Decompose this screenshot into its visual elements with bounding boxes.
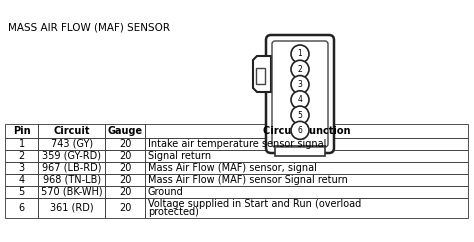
Text: Gauge: Gauge bbox=[108, 126, 143, 136]
Text: Intake air temperature sensor signal: Intake air temperature sensor signal bbox=[148, 139, 326, 149]
Text: 967 (LB-RD): 967 (LB-RD) bbox=[42, 163, 101, 173]
Circle shape bbox=[291, 121, 309, 139]
Text: 6: 6 bbox=[18, 203, 25, 213]
Bar bbox=[106, 162, 145, 174]
Text: 20: 20 bbox=[119, 203, 131, 213]
Bar bbox=[145, 186, 468, 198]
Bar bbox=[106, 174, 145, 186]
Text: 6: 6 bbox=[298, 126, 302, 135]
Bar bbox=[145, 150, 468, 162]
Bar bbox=[256, 68, 265, 84]
Circle shape bbox=[291, 60, 309, 78]
Bar bbox=[145, 198, 468, 218]
FancyBboxPatch shape bbox=[275, 146, 325, 156]
Bar bbox=[145, 174, 468, 186]
Bar bbox=[145, 124, 468, 138]
Circle shape bbox=[291, 76, 309, 94]
Text: 20: 20 bbox=[119, 163, 131, 173]
Bar bbox=[38, 138, 106, 150]
Text: 2: 2 bbox=[298, 65, 302, 74]
Text: 968 (TN-LB): 968 (TN-LB) bbox=[43, 175, 101, 185]
Text: 1: 1 bbox=[18, 139, 25, 149]
Bar bbox=[38, 198, 106, 218]
Bar bbox=[106, 138, 145, 150]
Text: 4: 4 bbox=[18, 175, 25, 185]
Circle shape bbox=[291, 45, 309, 63]
Text: 3: 3 bbox=[298, 80, 302, 89]
Bar bbox=[5, 138, 38, 150]
Bar bbox=[106, 198, 145, 218]
Circle shape bbox=[291, 106, 309, 124]
Polygon shape bbox=[253, 56, 271, 92]
Text: Mass Air Flow (MAF) sensor Signal return: Mass Air Flow (MAF) sensor Signal return bbox=[148, 175, 348, 185]
Bar bbox=[106, 150, 145, 162]
Text: 20: 20 bbox=[119, 151, 131, 161]
Text: 5: 5 bbox=[18, 187, 25, 197]
Text: 20: 20 bbox=[119, 187, 131, 197]
Text: 570 (BK-WH): 570 (BK-WH) bbox=[41, 187, 103, 197]
Bar bbox=[106, 186, 145, 198]
Bar bbox=[38, 150, 106, 162]
Text: Circuit: Circuit bbox=[54, 126, 90, 136]
Text: 1: 1 bbox=[298, 50, 302, 59]
Text: Signal return: Signal return bbox=[148, 151, 211, 161]
Bar bbox=[5, 124, 38, 138]
Text: 2: 2 bbox=[18, 151, 25, 161]
Text: 3: 3 bbox=[18, 163, 25, 173]
Bar bbox=[38, 186, 106, 198]
Bar bbox=[38, 124, 106, 138]
Text: Voltage supplied in Start and Run (overload: Voltage supplied in Start and Run (overl… bbox=[148, 199, 361, 209]
Text: 361 (RD): 361 (RD) bbox=[50, 203, 94, 213]
Text: MASS AIR FLOW (MAF) SENSOR: MASS AIR FLOW (MAF) SENSOR bbox=[8, 22, 170, 32]
Circle shape bbox=[291, 91, 309, 109]
Text: 4: 4 bbox=[298, 95, 302, 104]
Text: 20: 20 bbox=[119, 139, 131, 149]
Bar bbox=[5, 150, 38, 162]
Text: Pin: Pin bbox=[13, 126, 30, 136]
FancyBboxPatch shape bbox=[266, 35, 334, 153]
Text: 359 (GY-RD): 359 (GY-RD) bbox=[42, 151, 101, 161]
Bar bbox=[5, 162, 38, 174]
Text: 20: 20 bbox=[119, 175, 131, 185]
Bar bbox=[38, 174, 106, 186]
Text: protected): protected) bbox=[148, 207, 199, 217]
Bar bbox=[106, 124, 145, 138]
Text: 5: 5 bbox=[298, 111, 302, 120]
Text: 743 (GY): 743 (GY) bbox=[51, 139, 93, 149]
Bar bbox=[5, 186, 38, 198]
Text: Ground: Ground bbox=[148, 187, 183, 197]
Bar bbox=[5, 198, 38, 218]
Bar bbox=[145, 162, 468, 174]
Bar bbox=[145, 138, 468, 150]
Text: Mass Air Flow (MAF) sensor, signal: Mass Air Flow (MAF) sensor, signal bbox=[148, 163, 317, 173]
Bar bbox=[5, 174, 38, 186]
Bar bbox=[38, 162, 106, 174]
Text: Circuit Function: Circuit Function bbox=[263, 126, 350, 136]
